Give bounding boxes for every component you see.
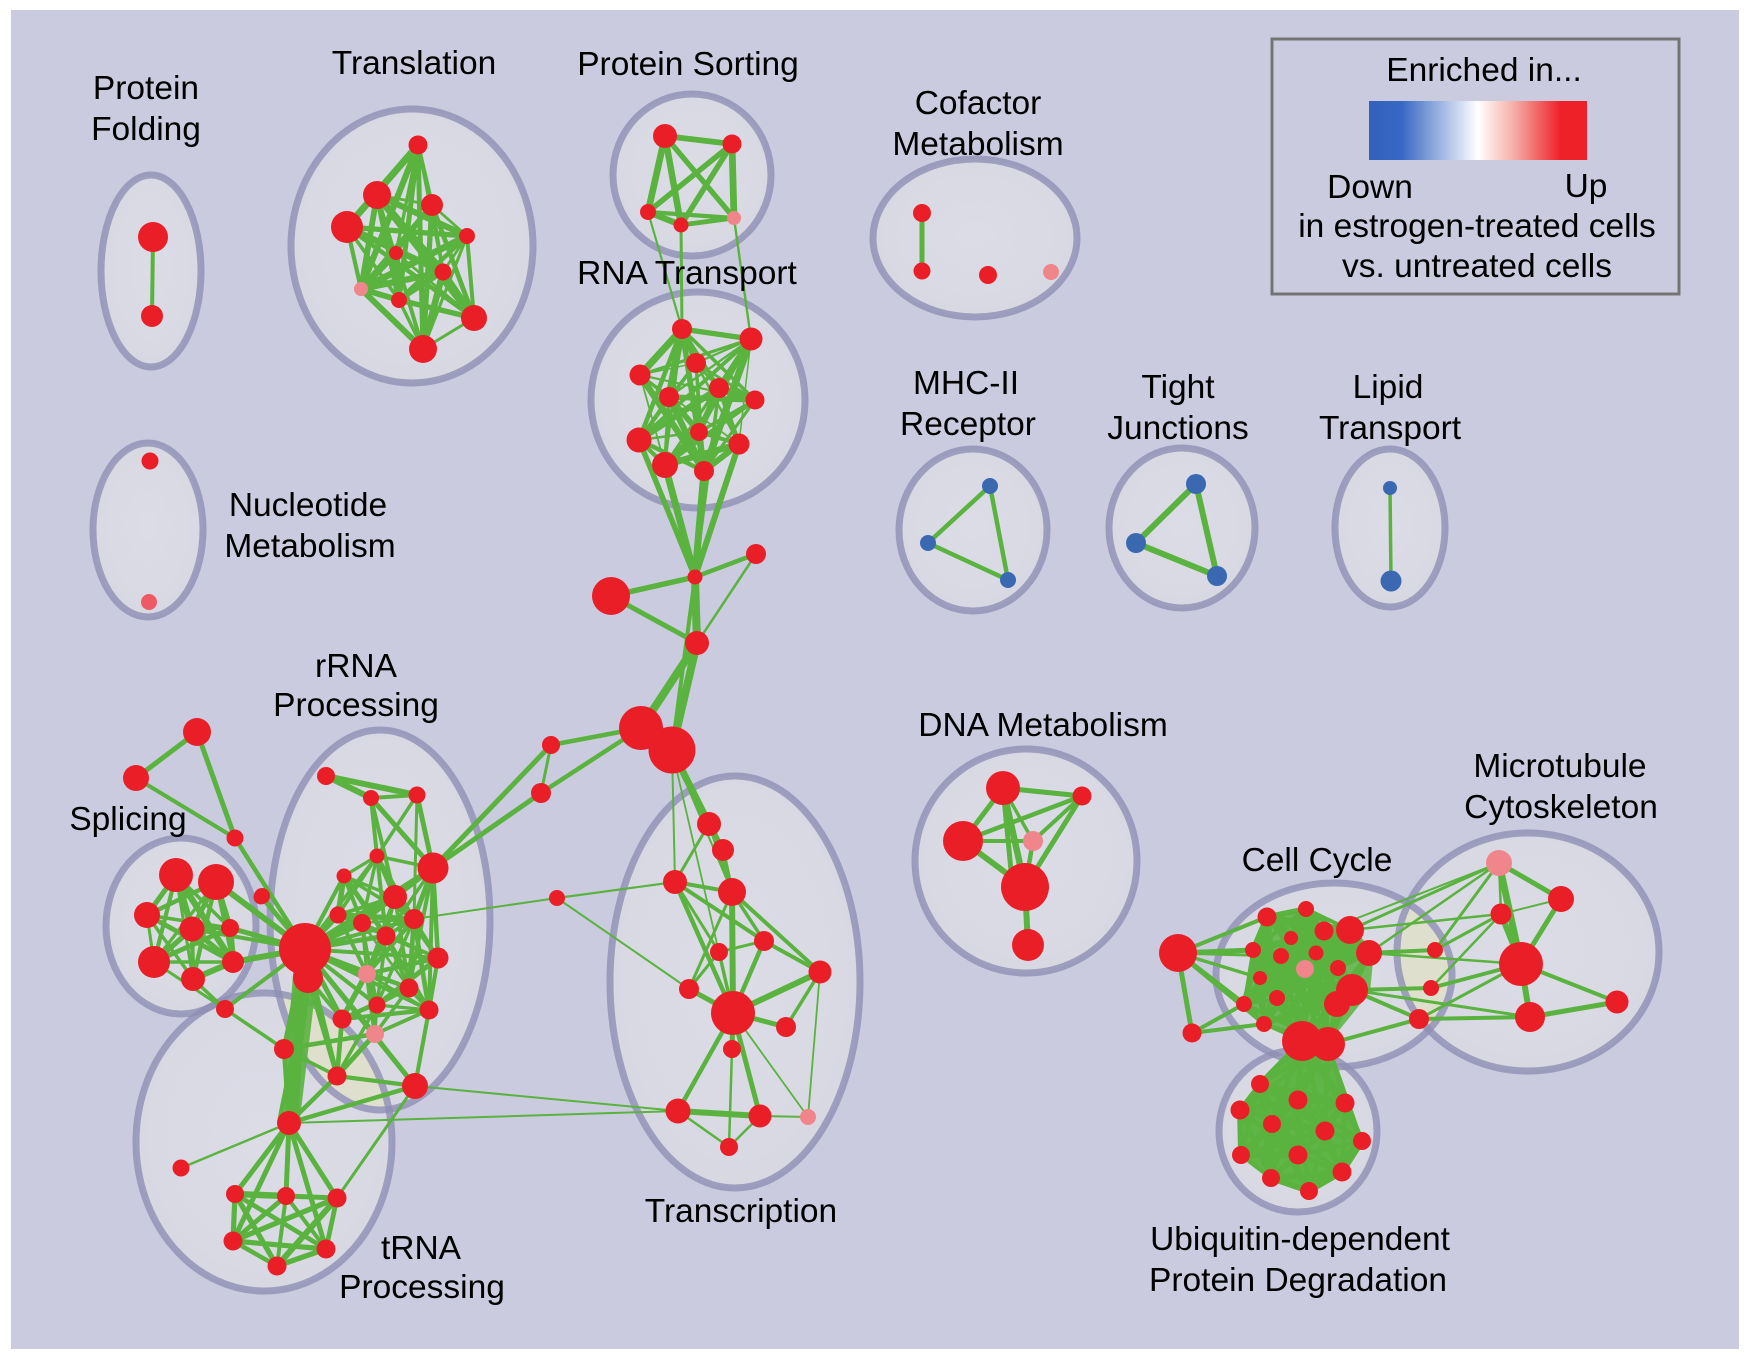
svg-text:tRNA: tRNA: [381, 1230, 462, 1267]
svg-text:Receptor: Receptor: [900, 406, 1036, 443]
svg-text:RNA Transport: RNA Transport: [577, 255, 797, 292]
svg-text:Transport: Transport: [1319, 410, 1462, 447]
svg-text:Splicing: Splicing: [69, 801, 186, 838]
svg-text:Microtubule: Microtubule: [1473, 748, 1646, 785]
svg-text:Processing: Processing: [339, 1269, 505, 1306]
svg-text:Down: Down: [1327, 169, 1413, 206]
svg-text:Up: Up: [1565, 168, 1608, 205]
svg-text:Protein Degradation: Protein Degradation: [1149, 1262, 1447, 1299]
svg-text:in estrogen-treated cells: in estrogen-treated cells: [1298, 208, 1656, 245]
svg-text:rRNA: rRNA: [315, 648, 398, 685]
svg-text:Metabolism: Metabolism: [892, 126, 1063, 163]
svg-text:DNA Metabolism: DNA Metabolism: [918, 707, 1167, 744]
svg-text:Enriched in...: Enriched in...: [1386, 52, 1582, 89]
svg-text:Cofactor: Cofactor: [915, 85, 1042, 122]
svg-text:Ubiquitin-dependent: Ubiquitin-dependent: [1150, 1221, 1451, 1258]
svg-text:Tight: Tight: [1141, 369, 1215, 406]
svg-text:vs. untreated cells: vs. untreated cells: [1342, 248, 1612, 285]
svg-text:Nucleotide: Nucleotide: [229, 487, 387, 524]
svg-text:Translation: Translation: [332, 45, 496, 82]
svg-text:Protein: Protein: [93, 70, 199, 107]
svg-text:Cytoskeleton: Cytoskeleton: [1464, 789, 1658, 826]
svg-text:Protein Sorting: Protein Sorting: [577, 46, 799, 83]
svg-text:Junctions: Junctions: [1107, 410, 1249, 447]
svg-text:Lipid: Lipid: [1353, 369, 1424, 406]
svg-text:MHC-II: MHC-II: [913, 365, 1019, 402]
svg-text:Transcription: Transcription: [645, 1193, 837, 1230]
svg-text:Processing: Processing: [273, 687, 439, 724]
svg-text:Folding: Folding: [91, 111, 201, 148]
svg-text:Metabolism: Metabolism: [224, 528, 395, 565]
svg-text:Cell Cycle: Cell Cycle: [1242, 842, 1393, 879]
